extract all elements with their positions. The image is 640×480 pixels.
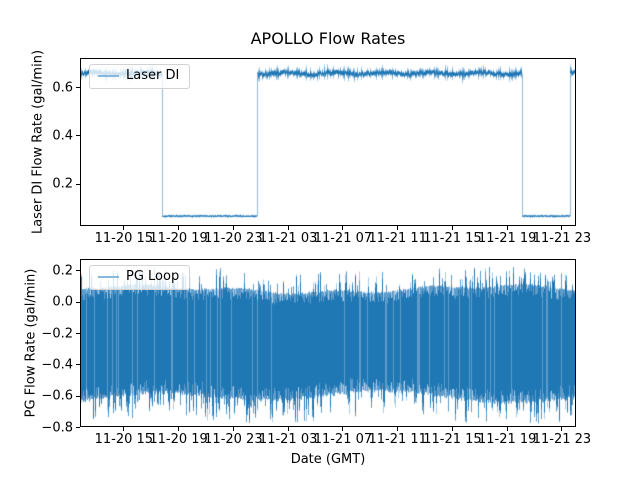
legend-pg-loop: PG Loop [89, 265, 191, 290]
y-tick-mark [76, 395, 80, 397]
x-tick-label: 11-21 23 [532, 231, 592, 246]
x-tick-mark [342, 226, 344, 230]
y-tick-label: −0.8 [41, 420, 73, 436]
x-tick-mark [342, 427, 344, 431]
y-tick-label: −0.2 [41, 326, 73, 342]
x-tick-mark [397, 226, 399, 230]
x-tick-label: 11-20 23 [204, 231, 263, 246]
x-tick-label: 11-20 19 [149, 231, 208, 246]
x-tick-label: 11-20 15 [94, 231, 154, 246]
x-tick-mark [232, 226, 234, 230]
y-axis-label-laser-di: Laser DI Flow Rate (gal/min) [30, 49, 46, 235]
legend-line-sample-icon [98, 75, 119, 78]
y-tick-label: −0.6 [41, 388, 73, 404]
legend-laser-di: Laser DI [89, 64, 191, 89]
legend-line-sample-icon [98, 276, 119, 279]
pg-loop-plot: PG Loop [80, 259, 576, 427]
x-tick-mark [287, 427, 289, 431]
y-tick-label: 0.4 [52, 128, 73, 144]
x-tick-label: 11-21 23 [532, 432, 592, 447]
x-tick-mark [232, 427, 234, 431]
y-tick-mark [76, 135, 80, 137]
x-tick-mark [123, 226, 125, 230]
x-tick-label: 11-21 19 [477, 432, 537, 447]
x-tick-label: 11-21 11 [368, 432, 427, 447]
y-tick-label: 0.6 [52, 80, 73, 96]
laser-di-plot: Laser DI [80, 58, 576, 226]
x-tick-mark [287, 226, 289, 230]
x-tick-mark [561, 427, 563, 431]
y-tick-label: −0.4 [41, 357, 73, 373]
x-tick-mark [506, 226, 508, 230]
y-tick-label: 0.2 [52, 176, 73, 192]
x-tick-label: 11-21 07 [313, 231, 373, 246]
y-tick-label: 0.0 [52, 294, 73, 310]
x-tick-label: 11-20 15 [94, 432, 154, 447]
y-tick-mark [76, 87, 80, 89]
x-tick-label: 11-20 23 [204, 432, 263, 447]
x-axis-label: Date (GMT) [290, 452, 366, 467]
x-tick-label: 11-21 15 [423, 231, 482, 246]
x-tick-label: 11-21 11 [368, 231, 427, 246]
x-tick-mark [451, 226, 453, 230]
y-tick-mark [76, 270, 80, 272]
x-tick-label: 11-21 19 [477, 231, 537, 246]
y-tick-mark [76, 301, 80, 303]
x-tick-mark [397, 427, 399, 431]
legend-label-pg-loop: PG Loop [126, 269, 180, 284]
y-tick-mark [76, 183, 80, 185]
x-tick-label: 11-20 19 [149, 432, 208, 447]
x-tick-mark [451, 427, 453, 431]
x-tick-label: 11-21 07 [313, 432, 373, 447]
chart-title: APOLLO Flow Rates [250, 29, 406, 48]
x-tick-label: 11-21 03 [258, 231, 318, 246]
x-tick-mark [178, 226, 180, 230]
x-tick-mark [561, 226, 563, 230]
y-tick-label: 0.2 [52, 263, 73, 279]
y-tick-mark [76, 333, 80, 335]
legend-label-laser-di: Laser DI [126, 68, 180, 83]
x-tick-mark [178, 427, 180, 431]
x-tick-mark [123, 427, 125, 431]
x-tick-mark [506, 427, 508, 431]
y-tick-mark [76, 427, 80, 429]
x-tick-label: 11-21 03 [258, 432, 318, 447]
y-tick-mark [76, 364, 80, 366]
y-axis-label-pg-loop: PG Flow Rate (gal/min) [23, 268, 39, 418]
x-tick-label: 11-21 15 [423, 432, 482, 447]
